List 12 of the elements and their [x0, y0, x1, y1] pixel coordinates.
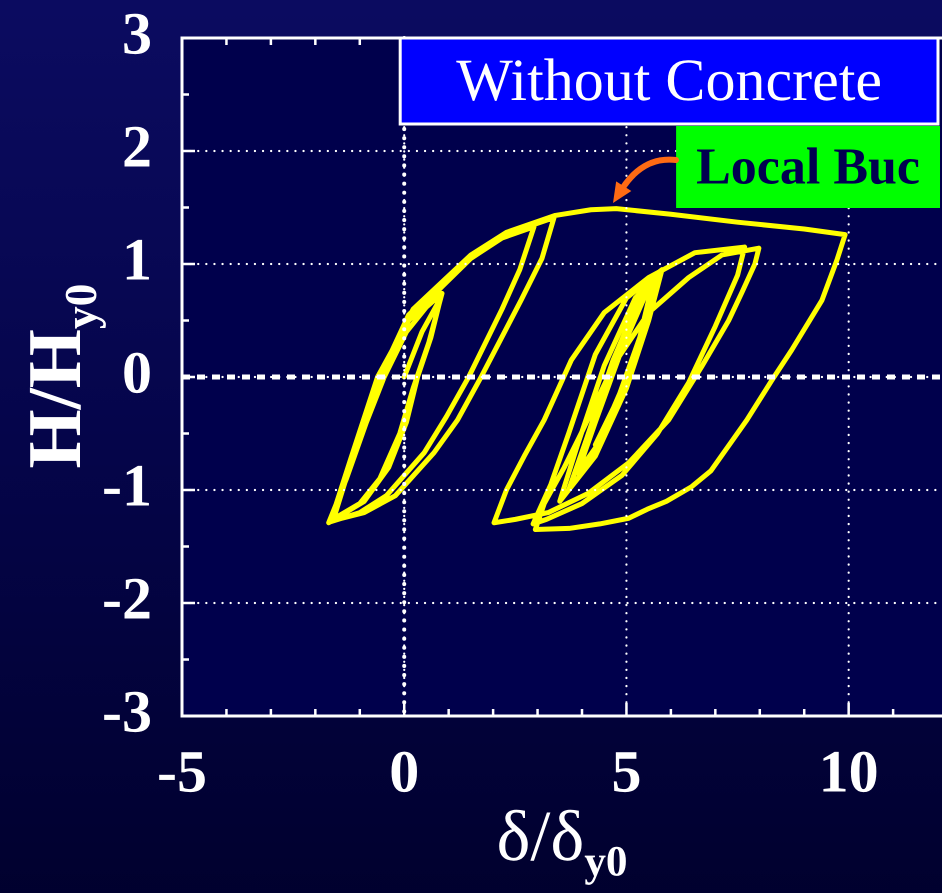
- y-tick-label: -2: [102, 566, 152, 632]
- x-tick-label: -5: [157, 738, 207, 804]
- x-tick-label: 0: [389, 738, 420, 804]
- y-tick-label: 3: [122, 0, 152, 66]
- annotation: Local Buc: [696, 138, 920, 196]
- chart-title: Without Concrete: [456, 46, 882, 113]
- y-tick-label: 1: [122, 226, 152, 292]
- y-tick-label: -1: [102, 452, 152, 518]
- x-tick-label: 10: [818, 738, 879, 804]
- y-tick-label: 2: [122, 114, 152, 180]
- y-tick-label: -3: [102, 678, 152, 744]
- y-tick-label: 0: [122, 340, 152, 406]
